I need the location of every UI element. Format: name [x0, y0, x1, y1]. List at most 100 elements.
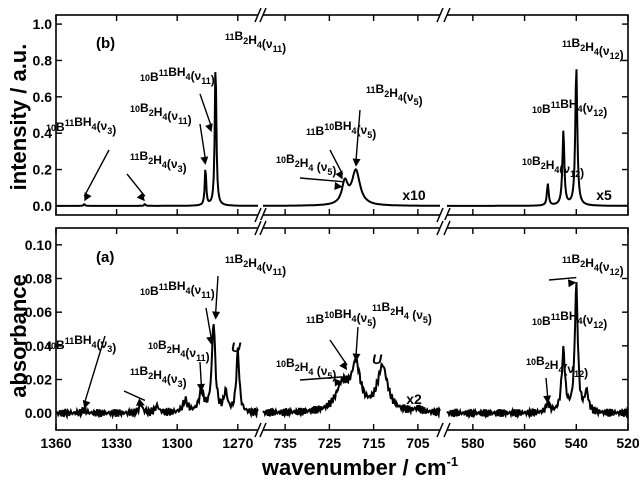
axis-break-gap: [258, 7, 263, 23]
assignment-text-part: (ν: [185, 346, 196, 360]
assignment-text-part: 2: [243, 259, 248, 269]
assignment-text-part: 12: [610, 51, 620, 61]
assignment-text-part: H: [154, 105, 163, 119]
assignment-text-part: 10: [46, 341, 56, 351]
assignment-text-part: ): [332, 368, 336, 382]
assignment-text-part: B: [572, 36, 581, 50]
axis-break-mark: [254, 7, 262, 23]
assignment-text-part: ): [211, 73, 215, 87]
assignment-text-part: BH: [74, 115, 91, 129]
x-axis-label: wavenumber / cm-1: [261, 454, 458, 480]
assignment-text-part: H: [248, 33, 257, 47]
assignment-text-part: B: [286, 152, 295, 166]
assignment-arrowhead: [84, 192, 92, 202]
assignment-text-part: 11: [225, 255, 235, 265]
assignment-text-part: 12: [610, 267, 620, 277]
assignment-text-part: 11: [372, 303, 382, 313]
axis-break-mark: [254, 220, 262, 236]
assignment-text-part: ): [282, 264, 286, 278]
y-tick-label: 0.06: [25, 304, 52, 320]
assignment-text-part: (ν: [583, 101, 594, 115]
assignment-arrow: [199, 361, 203, 388]
y-tick-label: 0.8: [33, 52, 53, 68]
assignment-arrow: [123, 390, 146, 402]
assignment-text-part: ): [206, 350, 210, 364]
peak-assignment-label: 11B2H4(ν5): [366, 82, 423, 108]
assignment-text-part: 5: [367, 318, 372, 328]
axis-break-gap: [440, 207, 447, 223]
axis-break-gap: [258, 220, 263, 236]
panel-label: (a): [96, 249, 114, 266]
peak-assignment-label: 11B2H4(ν11): [225, 29, 286, 55]
y-tick-label: 0.00: [25, 405, 52, 421]
assignment-text-part: 11: [273, 267, 283, 277]
assignment-text-part: 4: [186, 72, 191, 82]
spectrum-series-line: [55, 324, 259, 421]
assignment-text-part: (ν: [313, 364, 327, 378]
assignment-text-part: 4: [352, 126, 357, 136]
assignment-text-part: H: [300, 156, 309, 170]
assignment-arrow: [548, 276, 577, 281]
assignment-text-part: H: [389, 86, 398, 100]
assignment-arrowhead: [212, 311, 221, 320]
assignment-text-part: 11: [196, 353, 206, 363]
assignment-arrowhead: [334, 182, 343, 191]
assignment-text-part: 2: [545, 361, 550, 371]
assignment-arrow: [545, 377, 549, 399]
assignment-arrow: [329, 339, 348, 366]
assignment-text-part: 2: [580, 43, 585, 53]
assignment-arrow: [214, 275, 219, 315]
assignment-text-part: 11: [201, 76, 211, 86]
assignment-text-part: B: [140, 101, 149, 115]
assignment-text-part: 5: [327, 371, 332, 381]
assignment-text-part: (ν: [409, 308, 423, 322]
assignment-text-part: ): [419, 94, 423, 108]
assignment-text-part: (ν: [97, 119, 108, 133]
assignment-text-part: ): [372, 315, 376, 329]
assignment-text-part: 4: [92, 122, 97, 132]
axis-break-mark: [436, 7, 444, 23]
y-tick-label: 0.02: [25, 372, 52, 388]
x-axis-label-exponent: -1: [447, 454, 459, 469]
assignment-text-part: H: [550, 358, 559, 372]
assignment-text-part: 10: [140, 73, 150, 83]
assignment-arrowhead: [334, 378, 343, 387]
assignment-text-part: 4: [257, 40, 262, 50]
panel-label: (b): [96, 35, 115, 52]
assignment-text-part: B: [572, 252, 581, 266]
assignment-text-part: B: [235, 252, 244, 266]
assignment-text-part: B: [56, 338, 65, 352]
assignment-text-part: 12: [574, 369, 584, 379]
x-axis-label-text: wavenumber / cm: [261, 455, 447, 480]
assignment-text-part: B: [140, 364, 149, 378]
assignment-text-part: (ν: [583, 313, 594, 327]
assignment-text-part: ): [428, 312, 432, 326]
assignment-text-part: ): [183, 161, 187, 175]
assignment-text-part: H: [585, 256, 594, 270]
axis-break-mark: [254, 207, 262, 223]
assignment-text-part: B: [235, 29, 244, 43]
peak-assignment-label: 11B2H4(ν11): [225, 252, 286, 278]
assignment-arrow: [199, 93, 213, 128]
panel-b: 0.00.20.40.60.81.0(b)x10 x510B11BH4(ν3)11…: [33, 7, 629, 223]
x-tick-label: 580: [461, 435, 485, 451]
assignment-text-part: 11: [306, 127, 316, 137]
assignment-text-part: 11: [65, 118, 75, 128]
assignment-text-part: ): [188, 113, 192, 127]
assignment-text-part: B: [286, 356, 295, 370]
assignment-text-part: B: [140, 149, 149, 163]
assignment-text-part: 10: [522, 157, 532, 167]
assignment-text-part: (ν: [563, 362, 574, 376]
assignment-arrowhead: [352, 158, 361, 167]
assignment-text-part: ): [372, 127, 376, 141]
assignment-text-part: (ν: [599, 260, 610, 274]
y-tick-label: 1.0: [33, 16, 53, 32]
assignment-text-part: H: [395, 304, 404, 318]
assignment-text-part: B: [316, 312, 325, 326]
peak-assignment-label: 11B2H4(ν12): [562, 252, 624, 278]
peak-assignment-label: 11B2H4(ν3): [130, 364, 187, 390]
assignment-text-part: BH: [74, 333, 91, 347]
assignment-text-part: 3: [178, 379, 183, 389]
assignment-text-part: 11: [551, 100, 561, 110]
